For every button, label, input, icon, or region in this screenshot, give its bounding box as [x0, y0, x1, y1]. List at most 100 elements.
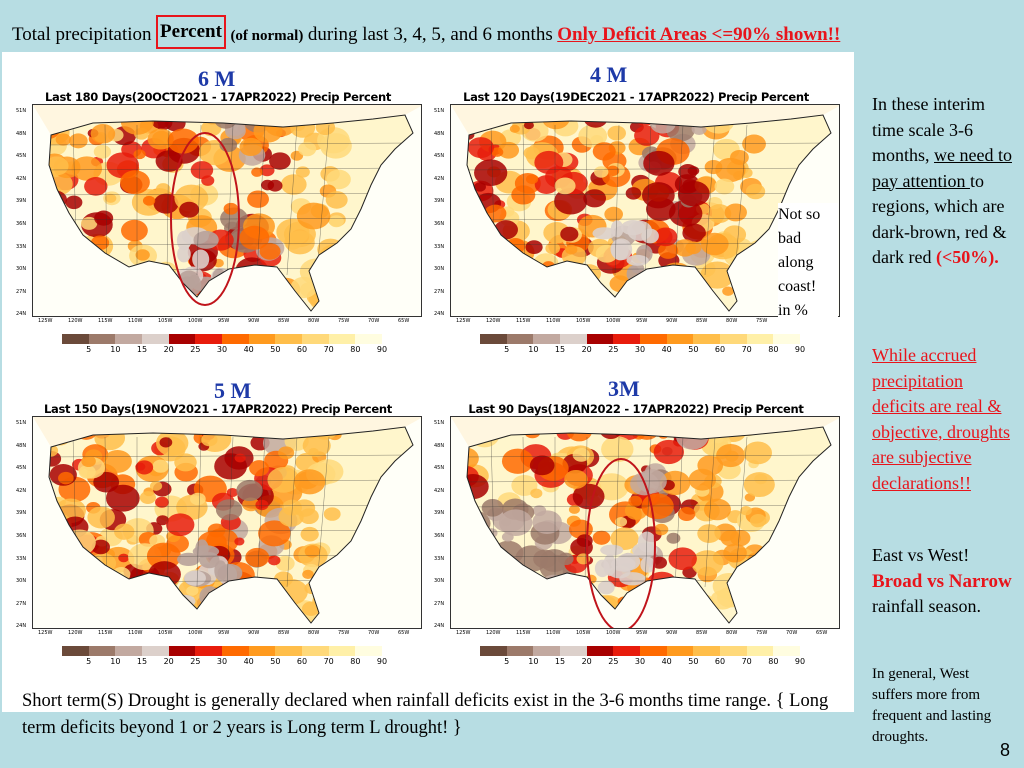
legend-swatch	[746, 334, 774, 344]
longitude-label: 80W	[726, 630, 738, 636]
map-6m: Last 180 Days(20OCT2021 - 17APR2022) Pre…	[16, 90, 422, 380]
legend-swatch	[355, 646, 383, 656]
longitude-label: 100W	[606, 630, 621, 636]
precip-map-svg	[33, 417, 421, 628]
legend-label: 60	[714, 657, 726, 666]
latitude-label: 42N	[16, 487, 27, 494]
precip-map-svg	[451, 105, 839, 316]
latitude-label: 45N	[16, 465, 27, 472]
map-title: Last 90 Days(18JAN2022 - 17APR2022) Prec…	[468, 402, 804, 416]
latitude-label: 27N	[16, 600, 27, 607]
legend-swatch	[613, 334, 641, 344]
legend-swatch	[88, 646, 116, 656]
legend-label: 50	[688, 345, 699, 354]
legend-label: 70	[323, 657, 334, 666]
legend-label: 10	[110, 345, 121, 354]
latitude-label: 33N	[16, 243, 27, 250]
legend-label: 15	[554, 345, 566, 354]
longitude-label: 115W	[516, 318, 531, 324]
longitude-label: 105W	[158, 630, 173, 636]
legend-swatch	[746, 646, 774, 656]
legend-label: 80	[350, 345, 361, 354]
legend-label: 60	[296, 345, 308, 354]
side-p3-text-b: rainfall season.	[872, 596, 981, 616]
longitude-label: 120W	[68, 318, 83, 324]
longitude-label: 90W	[248, 630, 260, 636]
latitude-label: 36N	[16, 221, 27, 227]
legend-swatch	[222, 334, 249, 344]
legend-label: 20	[581, 345, 592, 354]
side-p3-text: East vs West!	[872, 545, 970, 565]
map-title: Last 180 Days(20OCT2021 - 17APR2022) Pre…	[44, 90, 392, 104]
longitude-label: 105W	[576, 318, 591, 324]
coast-note: Not so bad along coast! in %	[778, 203, 838, 323]
legend-label: 30	[216, 345, 228, 354]
legend-swatch	[506, 334, 534, 344]
legend-label: 25	[190, 345, 201, 354]
color-legend	[480, 334, 801, 344]
coast-note-line: along	[778, 254, 814, 271]
longitude-label: 105W	[576, 630, 591, 636]
latitude-label: 36N	[16, 533, 27, 539]
legend-swatch	[142, 646, 169, 656]
latitude-label: 33N	[434, 243, 445, 250]
legend-label: 70	[323, 345, 334, 354]
latitude-label: 51N	[16, 420, 27, 426]
longitude-label: 105W	[158, 318, 173, 324]
legend-labels: 5 10 15 20 25 30 40 50 60 70 80 90	[480, 345, 805, 357]
map-5m: Last 150 Days(19NOV2021 - 17APR2022) Pre…	[16, 402, 422, 692]
color-legend	[62, 334, 383, 344]
legend-swatch	[533, 646, 561, 656]
latitude-label: 30N	[16, 266, 27, 273]
legend-label: 40	[243, 345, 254, 354]
legend-swatch	[560, 646, 587, 656]
coast-note-line: coast!	[778, 278, 817, 295]
longitude-label: 90W	[666, 318, 678, 324]
side-p1-threshold: (<50%).	[935, 247, 999, 267]
longitude-label: 95W	[218, 318, 230, 324]
longitude-label: 85W	[696, 630, 708, 636]
longitude-label: 100W	[606, 318, 621, 324]
latitude-label: 24N	[434, 623, 445, 630]
longitude-label: 100W	[188, 318, 203, 324]
longitude-label: 80W	[308, 318, 320, 324]
latitude-label: 42N	[434, 175, 445, 182]
longitude-label: 115W	[98, 630, 113, 636]
legend-swatch	[275, 646, 303, 656]
legend-swatch	[720, 646, 747, 656]
legend-label: 5	[86, 657, 92, 666]
latitude-axis-labels: 51N 48N 45N 42N 39N 36N 33N 30N 27N 24N	[16, 416, 32, 629]
legend-label: 80	[768, 657, 779, 666]
legend-label: 10	[110, 657, 121, 666]
legend-label: 70	[741, 657, 752, 666]
latitude-label: 24N	[434, 311, 445, 318]
legend-label: 20	[163, 345, 174, 354]
legend-label: 30	[216, 657, 228, 666]
latitude-label: 48N	[434, 442, 445, 449]
latitude-label: 39N	[434, 510, 445, 517]
latitude-label: 30N	[434, 578, 445, 585]
latitude-axis-labels: 51N 48N 45N 42N 39N 36N 33N 30N 27N 24N	[434, 104, 450, 317]
legend-swatch	[693, 334, 721, 344]
side-p3-emphasis: Broad vs Narrow	[872, 570, 1012, 592]
legend-swatch	[640, 646, 667, 656]
longitude-label: 110W	[128, 630, 143, 636]
coast-note-line: in %	[778, 302, 808, 319]
legend-swatch	[168, 334, 196, 344]
side-p1-text-b: to regions, which are dark-brown, red & …	[872, 170, 1007, 268]
legend-label: 60	[714, 345, 726, 354]
legend-labels: 5 10 15 20 25 30 40 50 60 70 80 90	[62, 657, 387, 669]
legend-label: 40	[661, 657, 672, 666]
latitude-label: 39N	[16, 198, 27, 205]
longitude-label: 100W	[188, 630, 203, 636]
legend-swatch	[666, 646, 694, 656]
longitude-axis-labels: 125W 120W 115W 110W 105W 100W 95W 90W 85W 80W 75W 7…	[32, 318, 422, 328]
latitude-label: 24N	[16, 623, 27, 630]
longitude-label: 70W	[368, 630, 380, 636]
longitude-label: 125W	[456, 630, 471, 636]
side-p1-underlined: we need to pay attention	[872, 145, 1012, 191]
legend-swatch	[62, 646, 89, 656]
legend-swatch	[506, 646, 534, 656]
precip-map-svg	[451, 417, 839, 628]
latitude-label: 48N	[16, 442, 27, 449]
